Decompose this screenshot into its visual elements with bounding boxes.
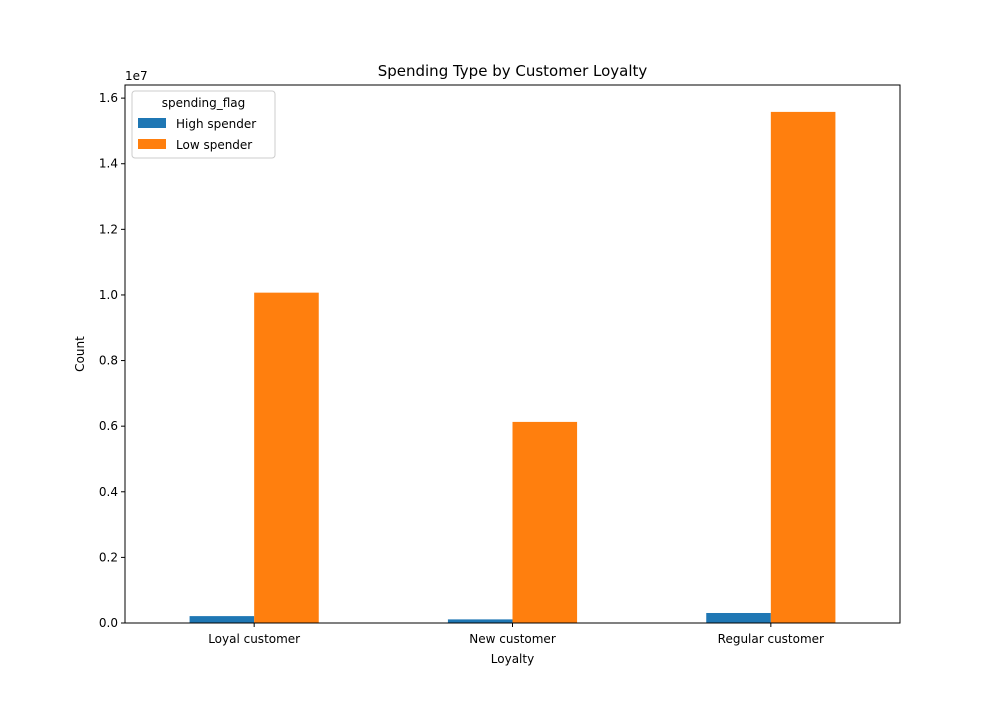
bar-high-spender [189,616,255,623]
y-tick-label: 0.4 [99,485,118,499]
y-axis-label: Count [73,336,87,372]
x-tick-label: New customer [469,632,556,646]
bar-low-spender [254,292,319,623]
x-axis-label: Loyalty [491,652,534,666]
y-axis: 0.0 0.2 0.4 0.6 0.8 1.0 1.2 1.4 1.6 [99,91,125,630]
x-tick-label: Loyal customer [208,632,300,646]
legend: spending_flag High spender Low spender [131,90,276,159]
y-tick-label: 0.8 [99,354,118,368]
plot-area [124,84,901,624]
y-tick-label: 0.6 [99,419,118,433]
bars-layer [189,111,836,624]
legend-items: High spender Low spender [138,117,256,152]
bar-low-spender [770,111,836,624]
legend-box [131,90,276,159]
bar-high-spender [447,619,513,623]
y-axis-multiplier: 1e7 [125,69,148,83]
y-tick-label: 1.4 [99,157,118,171]
bar-low-spender [512,421,578,623]
legend-swatch [138,139,166,149]
chart-title: Spending Type by Customer Loyalty [378,62,648,80]
y-tick-label: 1.6 [99,91,118,105]
y-tick-label: 0.0 [99,616,118,630]
legend-title: spending_flag [162,96,246,110]
bar-high-spender [706,612,771,623]
x-axis: Loyal customer New customer Regular custom… [208,623,824,646]
x-tick-label: Regular customer [718,632,824,646]
legend-label: High spender [176,117,256,131]
y-tick-label: 0.2 [99,550,118,564]
y-tick-label: 1.0 [99,288,118,302]
legend-swatch [138,118,166,128]
legend-label: Low spender [176,138,252,152]
y-tick-label: 1.2 [99,222,118,236]
